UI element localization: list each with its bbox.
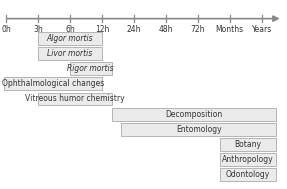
Text: 24h: 24h	[127, 25, 141, 34]
Text: Months: Months	[216, 25, 244, 34]
Text: Ophthalmological changes: Ophthalmological changes	[2, 79, 104, 88]
FancyBboxPatch shape	[220, 138, 276, 151]
FancyBboxPatch shape	[38, 47, 102, 60]
FancyBboxPatch shape	[220, 168, 276, 181]
FancyBboxPatch shape	[220, 153, 276, 166]
Text: Rigor mortis: Rigor mortis	[67, 64, 114, 73]
Text: Decomposition: Decomposition	[165, 110, 222, 119]
Text: 0h: 0h	[1, 25, 11, 34]
Text: Anthropology: Anthropology	[222, 155, 274, 164]
Text: Botany: Botany	[235, 140, 262, 149]
Text: Years: Years	[252, 25, 272, 34]
FancyBboxPatch shape	[38, 92, 112, 105]
Text: Entomology: Entomology	[176, 125, 222, 134]
FancyBboxPatch shape	[121, 123, 276, 136]
Text: 6h: 6h	[65, 25, 75, 34]
Text: Livor mortis: Livor mortis	[47, 49, 93, 58]
FancyBboxPatch shape	[5, 77, 102, 90]
FancyBboxPatch shape	[38, 32, 102, 45]
FancyBboxPatch shape	[70, 62, 112, 75]
Text: 72h: 72h	[191, 25, 205, 34]
FancyBboxPatch shape	[112, 108, 276, 121]
Text: 48h: 48h	[159, 25, 173, 34]
Text: Odontology: Odontology	[226, 170, 270, 179]
Text: 3h: 3h	[33, 25, 43, 34]
Text: 12h: 12h	[95, 25, 109, 34]
Text: Algor mortis: Algor mortis	[47, 34, 93, 43]
Text: Vitreous humor chemistry: Vitreous humor chemistry	[25, 94, 125, 104]
